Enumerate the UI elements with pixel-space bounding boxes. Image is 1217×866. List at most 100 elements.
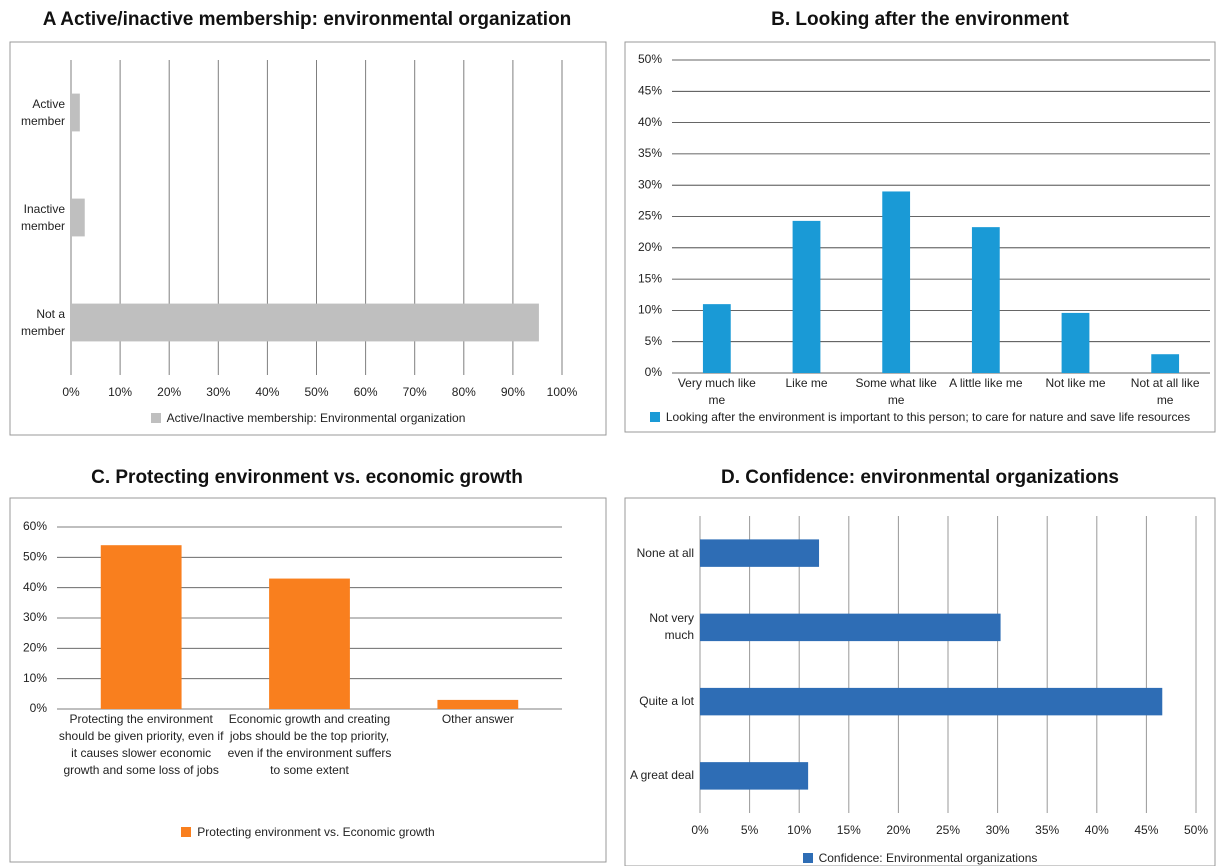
y-tick-label: 40% — [23, 580, 47, 594]
x-tick-label: 0% — [62, 385, 80, 399]
category-label: None at all — [636, 545, 694, 560]
y-tick-label: 40% — [638, 115, 662, 129]
label-box: Like me — [785, 376, 828, 390]
legend: Active/Inactive membership: Environmenta… — [10, 408, 606, 428]
label-box: Some what like me — [855, 376, 936, 407]
chart-title: B. Looking after the environment — [771, 9, 1069, 30]
category-label: A great deal — [629, 768, 694, 783]
label-box: Confidence: Environmental organizations — [625, 848, 1215, 866]
x-tick-label: 20% — [157, 385, 181, 399]
category-label-wrap: A great deal — [624, 751, 694, 801]
bar — [71, 93, 80, 132]
category-label: Economic growth and creating jobs should… — [227, 712, 392, 777]
category-label: A little like me — [949, 376, 1023, 390]
label-box: Not very much — [624, 602, 694, 652]
label-box: Quite a lot — [624, 677, 694, 727]
bar — [437, 699, 519, 709]
label-box: None at all — [624, 528, 694, 578]
y-tick-label: 45% — [638, 83, 662, 97]
x-tick-label: 70% — [403, 385, 427, 399]
y-tick-label: 30% — [638, 177, 662, 191]
label-box: Not at all like me — [1130, 376, 1200, 407]
y-tick-label: 5% — [645, 334, 663, 348]
legend-label: Active/Inactive membership: Environmenta… — [166, 411, 466, 425]
x-tick-label: 90% — [501, 385, 525, 399]
legend: Protecting environment vs. Economic grow… — [10, 822, 606, 842]
label-box: Not a member — [5, 298, 65, 348]
x-tick-label: 5% — [741, 823, 759, 837]
x-tick-label: 15% — [837, 823, 861, 837]
category-label-wrap: Not very much — [624, 602, 694, 652]
category-label-wrap: Active member — [5, 88, 65, 138]
y-tick-label: 20% — [23, 641, 47, 655]
y-tick-label: 0% — [645, 365, 663, 379]
y-tick-label: 0% — [30, 701, 48, 715]
y-tick-label: 15% — [638, 271, 662, 285]
x-tick-label: 25% — [936, 823, 960, 837]
category-label: Active member — [20, 96, 65, 128]
legend: Confidence: Environmental organizations — [625, 848, 1215, 866]
bar — [71, 303, 539, 342]
bar — [269, 578, 350, 709]
x-tick-label: 35% — [1035, 823, 1059, 837]
bar — [702, 304, 731, 373]
category-label: Not at all like me — [1130, 376, 1200, 407]
x-tick-label: 30% — [986, 823, 1010, 837]
label-box: Active/Inactive membership: Environmenta… — [10, 408, 606, 428]
legend-swatch — [181, 827, 192, 837]
bar — [100, 545, 182, 709]
category-label-wrap: Not a member — [5, 298, 65, 348]
label-box: Active member — [5, 88, 65, 138]
x-tick-label: 60% — [354, 385, 378, 399]
x-tick-label: 0% — [691, 823, 709, 837]
x-tick-label: 100% — [547, 385, 578, 399]
x-tick-label: 45% — [1134, 823, 1158, 837]
bar — [792, 220, 821, 373]
bar — [882, 191, 911, 373]
bar — [700, 613, 1001, 642]
bar — [700, 539, 820, 567]
y-tick-label: 10% — [638, 303, 662, 317]
y-tick-label: 20% — [638, 240, 662, 254]
y-tick-label: 30% — [23, 610, 47, 624]
bar — [1061, 312, 1090, 373]
bar — [71, 198, 85, 237]
label-box: Very much like me — [677, 376, 756, 407]
label-box: Protecting environment vs. Economic grow… — [10, 822, 606, 842]
bar — [700, 762, 809, 790]
category-label: Quite a lot — [639, 694, 694, 709]
category-label: Very much like me — [677, 376, 756, 407]
bar — [1151, 354, 1180, 373]
panel-frame — [9, 497, 607, 863]
y-tick-label: 50% — [23, 550, 47, 564]
chart-title: C. Protecting environment vs. economic g… — [91, 467, 523, 488]
panel-frame — [9, 41, 607, 436]
y-tick-label: 60% — [23, 519, 47, 533]
label-box: Looking after the environment is importa… — [649, 410, 1190, 424]
label-box: A great deal — [624, 751, 694, 801]
x-tick-label: 50% — [1184, 823, 1208, 837]
category-label-wrap: Inactive member — [5, 193, 65, 243]
y-tick-label: 10% — [23, 671, 47, 685]
panel-frame — [624, 41, 1216, 433]
legend-swatch — [150, 413, 161, 423]
label-box: Inactive member — [5, 193, 65, 243]
category-label: Not very much — [649, 611, 694, 643]
category-label-wrap: None at all — [624, 528, 694, 578]
legend-swatch — [649, 412, 660, 422]
y-tick-label: 50% — [638, 52, 662, 66]
legend-swatch — [802, 853, 813, 863]
x-tick-label: 80% — [452, 385, 476, 399]
category-label-wrap: Quite a lot — [624, 677, 694, 727]
chart-title: D. Confidence: environmental organizatio… — [721, 467, 1119, 488]
category-label: Like me — [785, 376, 828, 390]
bar — [971, 227, 1000, 373]
x-tick-label: 40% — [255, 385, 279, 399]
label-box: A little like me — [949, 376, 1023, 390]
x-tick-label: 10% — [108, 385, 132, 399]
category-label: Not a member — [20, 306, 65, 338]
y-tick-label: 35% — [638, 146, 662, 160]
x-tick-label: 20% — [886, 823, 910, 837]
y-tick-label: 25% — [638, 209, 662, 223]
